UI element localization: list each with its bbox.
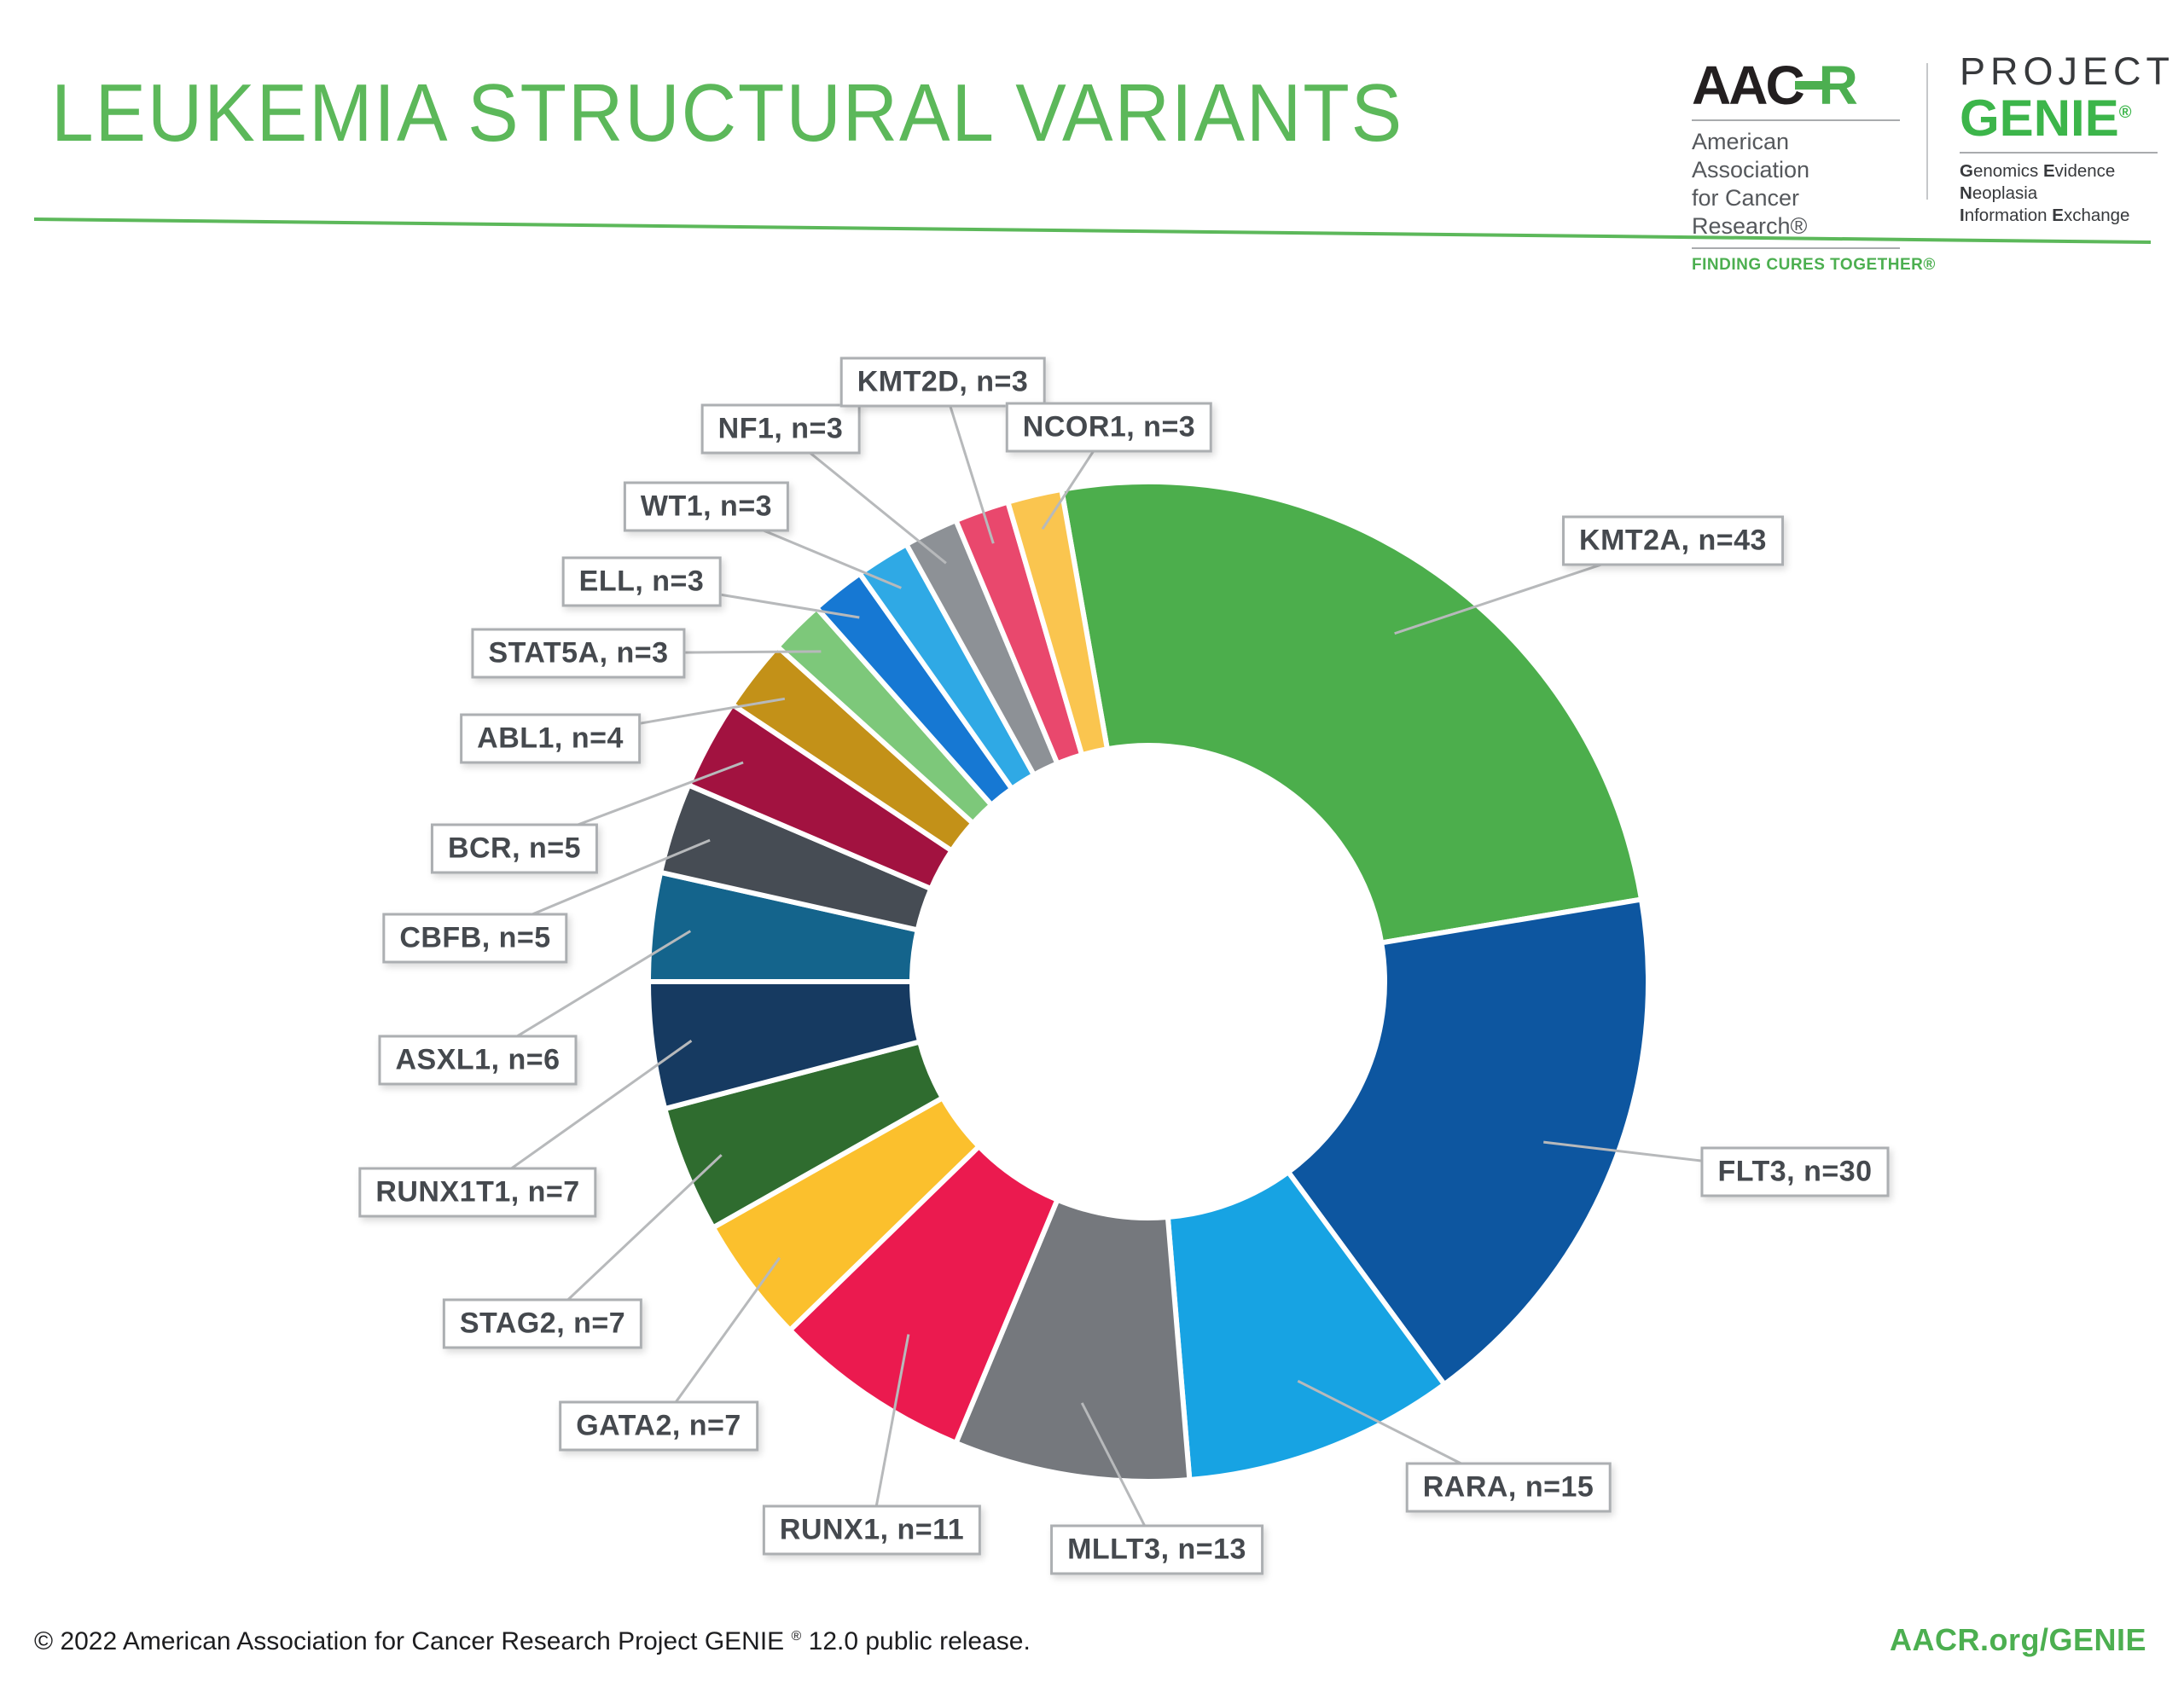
aacr-name-line1: American Association xyxy=(1692,129,1810,183)
logo-divider xyxy=(1926,63,1928,200)
aacr-crossbar-icon xyxy=(1794,81,1824,90)
donut-slices xyxy=(645,479,1652,1484)
leader-RUNX1 xyxy=(870,1334,910,1531)
project-genie-logo: PROJECT GENIE® Genomics Evidence Neoplas… xyxy=(1960,49,2175,226)
leader-GATA2 xyxy=(657,1256,781,1427)
leader-RUNX1T1 xyxy=(477,1040,693,1194)
aacr-full-name: American Association for Cancer Research® xyxy=(1692,128,1900,241)
page-title: LEUKEMIA STRUCTURAL VARIANTS xyxy=(51,67,1404,159)
leader-WT1 xyxy=(706,505,902,589)
leader-NF1 xyxy=(780,427,947,565)
aacr-acronym-green: R xyxy=(1818,55,1858,116)
aacr-genie-link[interactable]: AACR.org/GENIE xyxy=(1889,1622,2146,1657)
genie-rule xyxy=(1960,152,2158,154)
genie-registered-mark: ® xyxy=(2118,103,2132,123)
slice-NCOR1 xyxy=(1004,486,1111,758)
aacr-rule-top xyxy=(1692,119,1900,121)
copyright-post: 12.0 public release. xyxy=(801,1627,1031,1655)
genie-name-word: GENIE® xyxy=(1960,91,2158,145)
copyright-text: © 2022 American Association for Cancer R… xyxy=(34,1627,1031,1656)
aacr-acronym-black: AAC xyxy=(1692,55,1805,116)
copyright-pre: © 2022 American Association for Cancer R… xyxy=(34,1627,792,1655)
aacr-tagline: FINDING CURES TOGETHER® xyxy=(1692,255,1936,274)
slice-RARA xyxy=(1165,1168,1449,1483)
genie-name-text: GENIE xyxy=(1960,90,2119,148)
aacr-acronym: AAC R xyxy=(1692,58,1900,113)
slice-FLT3 xyxy=(1284,896,1652,1388)
aacr-rule-bottom xyxy=(1692,246,1900,249)
leader-KMT2D xyxy=(941,381,995,544)
genie-project-word: PROJECT xyxy=(1960,49,2175,93)
leader-STAT5A xyxy=(578,650,822,655)
genie-tagline: Genomics Evidence Neoplasia Information … xyxy=(1960,161,2130,225)
aacr-logo: AAC R American Association for Cancer Rese… xyxy=(1692,58,1936,275)
leader-STAG2 xyxy=(541,1154,723,1325)
aacr-name-line2: for Cancer Research® xyxy=(1692,184,1808,239)
copyright-registered-mark: ® xyxy=(791,1629,802,1644)
slice-KMT2A xyxy=(1058,479,1645,946)
title-underline-rule xyxy=(33,217,2152,244)
